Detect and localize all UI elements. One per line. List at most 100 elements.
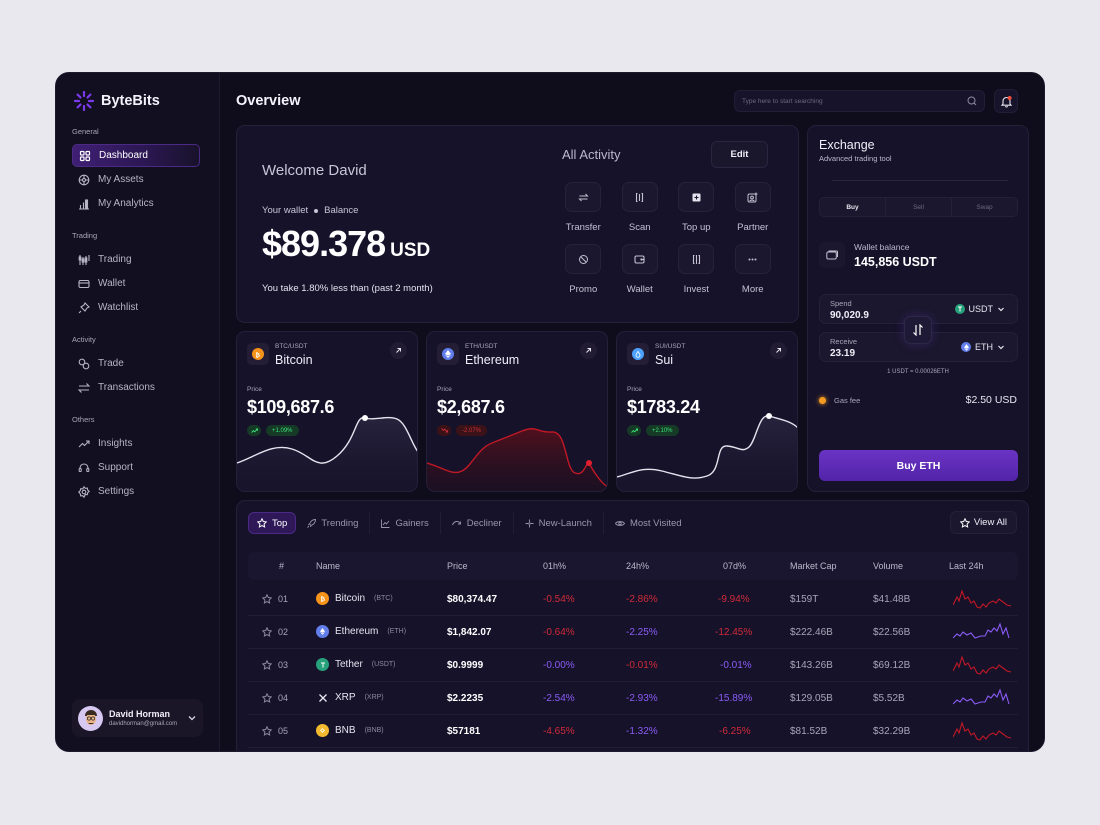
sidebar-item-wallet[interactable]: Wallet (72, 272, 200, 295)
open-coin-button[interactable] (770, 342, 787, 359)
activity-partner[interactable]: Partner (725, 182, 782, 233)
tether-icon (316, 658, 329, 671)
sidebar-item-support[interactable]: Support (72, 456, 200, 479)
activity-promo[interactable]: Promo (555, 244, 612, 295)
coin-name: Bitcoin (275, 353, 313, 367)
activity-label: Invest (683, 284, 709, 295)
swap-direction-button[interactable] (904, 316, 932, 344)
coin-icon (627, 343, 649, 365)
view-all-label: View All (973, 517, 1007, 528)
coin-card-bitcoin[interactable]: ₿ BTC/USDT Bitcoin Price $109,687.6 +1.0… (236, 331, 418, 492)
user-name: David Horman (109, 709, 171, 719)
view-all-button[interactable]: View All (949, 511, 1017, 534)
balance-amount: $89.378 (262, 223, 386, 264)
sidebar-item-trade[interactable]: Trade (72, 352, 200, 375)
search-icon[interactable] (967, 96, 977, 106)
star-icon[interactable] (262, 726, 272, 736)
coin-card-ethereum[interactable]: ETH/USDT Ethereum Price $2,687.6 -2.07% (426, 331, 608, 492)
logo[interactable]: ByteBits (74, 89, 219, 113)
spend-token-select[interactable]: USDT (954, 304, 1006, 314)
tab-label: Trending (321, 517, 359, 529)
activity-more[interactable]: More (725, 244, 782, 295)
activity-wallet[interactable]: Wallet (612, 244, 669, 295)
receive-amount[interactable]: 23.19 (830, 348, 856, 359)
sidebar-item-my-analytics[interactable]: My Analytics (72, 192, 200, 215)
tab-buy[interactable]: Buy (820, 198, 886, 216)
section-label-others: Others (72, 415, 95, 424)
notifications-button[interactable] (994, 89, 1018, 113)
sidebar-item-watchlist[interactable]: Watchlist (72, 296, 200, 319)
table-row[interactable]: 01 ₿ Bitcoin (BTC) $80,374.47 -0.54% -2.8… (248, 583, 1018, 616)
gear-icon (78, 485, 90, 498)
row-24h: -2.93% (626, 693, 658, 704)
tab-most-visited[interactable]: Most Visited (604, 512, 693, 534)
price-chart (617, 413, 797, 491)
tab-gainers[interactable]: Gainers (370, 512, 441, 534)
app-name: ByteBits (101, 93, 160, 109)
tab-sell[interactable]: Sell (886, 198, 952, 216)
star-icon (257, 518, 267, 528)
open-coin-button[interactable] (390, 342, 407, 359)
star-icon[interactable] (262, 693, 272, 703)
coin-pair: ETH/USDT (465, 343, 498, 350)
sidebar-item-transactions[interactable]: Transactions (72, 376, 200, 399)
coin-name: BNB (335, 725, 356, 736)
activity-grid: Transfer Scan Top up Partner Promo (555, 182, 781, 295)
coin-name: Ethereum (335, 626, 379, 637)
coin-name: XRP (335, 692, 356, 703)
chevron-down-icon[interactable] (187, 713, 197, 723)
table-row[interactable]: 03 Tether (USDT) $0.9999 -0.00% -0.01% -0… (248, 649, 1018, 682)
activity-title: All Activity (562, 147, 621, 162)
sidebar-item-settings[interactable]: Settings (72, 480, 200, 503)
trend-up-icon (627, 425, 641, 436)
search-input[interactable] (742, 97, 967, 105)
tab-top[interactable]: Top (248, 512, 297, 534)
activity-invest[interactable]: Invest (668, 244, 725, 295)
buy-eth-button[interactable]: Buy ETH (819, 450, 1018, 481)
tab-swap[interactable]: Swap (976, 203, 993, 211)
activity-label: Partner (737, 222, 769, 233)
star-icon[interactable] (262, 660, 272, 670)
spend-amount[interactable]: 90,020.9 (830, 310, 869, 321)
coin-name: Tether (335, 659, 363, 670)
coin-name: Bitcoin (335, 593, 366, 604)
coin-pair: BTC/USDT (275, 343, 308, 350)
col-rank[interactable]: # (279, 561, 285, 571)
tab-decliner[interactable]: Decliner (441, 512, 514, 534)
sidebar-item-dashboard[interactable]: Dashboard (72, 144, 200, 167)
col-24h[interactable]: 24h% (626, 561, 650, 571)
activity-scan[interactable]: Scan (612, 182, 669, 233)
user-profile-card[interactable]: David Horman davidhorman@gmail.com (72, 699, 203, 737)
wallet-label: Your wallet Balance (262, 205, 358, 216)
transfer-icon (78, 382, 90, 393)
col-volume[interactable]: Volume (873, 561, 904, 571)
market-table-card: Top Trending Gainers Decliner New-Launch (236, 500, 1029, 751)
coin-card-sui[interactable]: SUI/USDT Sui Price $1783.24 +2.10% (616, 331, 798, 492)
open-coin-button[interactable] (580, 342, 597, 359)
activity-top-up[interactable]: Top up (668, 182, 725, 233)
table-row[interactable]: 04 XRP (XRP) $2.2235 -2.54% -2.93% -15.89… (248, 682, 1018, 715)
wallet-icon (819, 242, 845, 268)
activity-label: Top up (681, 222, 711, 233)
activity-label: Wallet (626, 284, 653, 295)
activity-transfer[interactable]: Transfer (555, 182, 612, 233)
star-icon[interactable] (262, 627, 272, 637)
col-name[interactable]: Name (316, 561, 341, 571)
invest-icon (692, 254, 700, 264)
col-1h[interactable]: 01h% (543, 561, 567, 571)
star-icon[interactable] (262, 594, 272, 604)
tab-trending[interactable]: Trending (296, 512, 371, 534)
col-price[interactable]: Price (447, 561, 468, 571)
search-bar[interactable] (734, 90, 985, 112)
edit-button[interactable]: Edit (711, 141, 768, 168)
sidebar-item-my-assets[interactable]: My Assets (72, 168, 200, 191)
col-market-cap[interactable]: Market Cap (790, 561, 837, 571)
sidebar-item-insights[interactable]: Insights (72, 432, 200, 455)
table-row[interactable]: 02 Ethereum (ETH) $1,842.07 -0.64% -2.25%… (248, 616, 1018, 649)
tab-new-launch[interactable]: New-Launch (514, 512, 604, 534)
table-row[interactable]: 05 BNB (BNB) $57181 -4.65% -1.32% -6.25% … (248, 715, 1018, 748)
sidebar-item-trading[interactable]: Trading (72, 248, 200, 271)
receive-token-select[interactable]: ETH (961, 342, 1005, 352)
row-market-cap: $129.05B (790, 693, 833, 704)
col-7d[interactable]: 07d% (723, 561, 747, 571)
